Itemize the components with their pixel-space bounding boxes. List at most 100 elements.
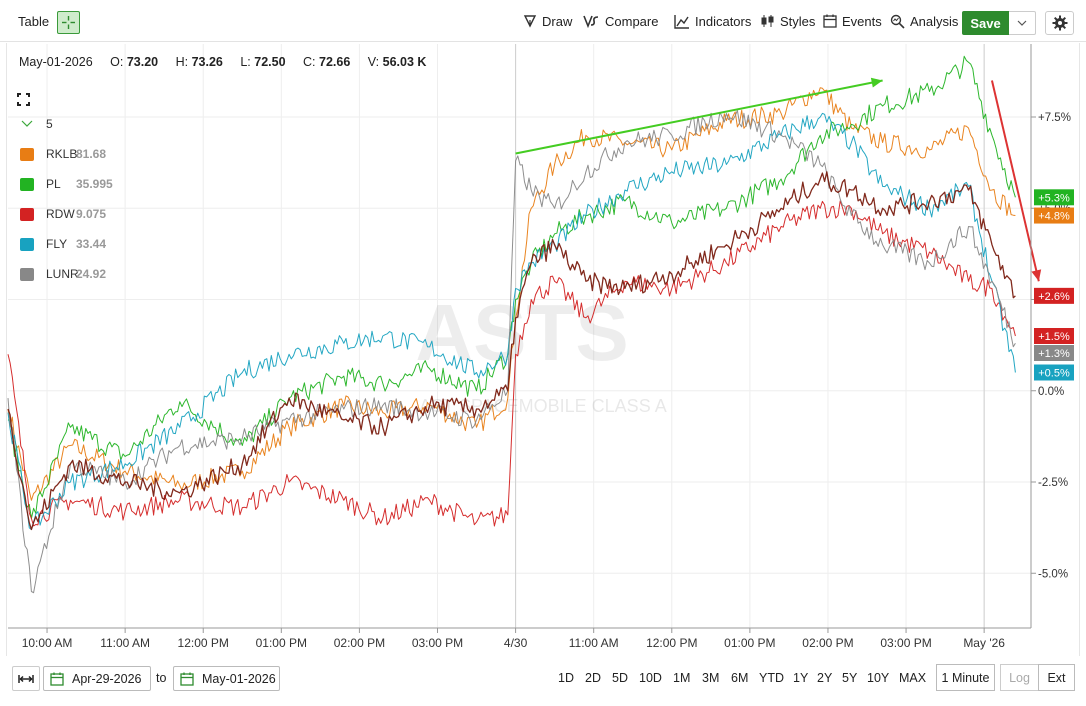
legend-toggle[interactable]: 5 bbox=[20, 116, 53, 132]
value-badge-label: +1.5% bbox=[1038, 331, 1070, 343]
compare-label: Compare bbox=[605, 13, 659, 29]
legend-swatch bbox=[20, 267, 34, 281]
extended-hours-toggle[interactable]: Ext bbox=[1038, 664, 1075, 691]
value-badge-label: +1.3% bbox=[1038, 348, 1070, 360]
draw-label: Draw bbox=[542, 13, 573, 29]
ohlc-readout: May-01-2026 O: 73.20 H: 73.26 L: 72.50 C… bbox=[19, 55, 440, 69]
settings-button[interactable] bbox=[1045, 11, 1074, 35]
to-date-value: May-01-2026 bbox=[202, 671, 276, 686]
chart-grid bbox=[8, 44, 1031, 628]
compare-button[interactable]: Compare bbox=[583, 0, 658, 42]
x-tick-label: 01:00 PM bbox=[724, 636, 775, 650]
to-label: to bbox=[156, 671, 167, 685]
x-tick-label: 10:00 AM bbox=[22, 636, 73, 650]
value-badge-bg bbox=[1034, 287, 1074, 304]
indicators-button[interactable]: Indicators bbox=[674, 0, 751, 42]
draw-button[interactable]: Draw bbox=[523, 0, 572, 42]
from-date-value: Apr-29-2026 bbox=[72, 671, 142, 686]
period-6m-button[interactable]: 6M bbox=[731, 671, 749, 685]
log-scale-toggle[interactable]: Log bbox=[1000, 664, 1038, 691]
value-badge-label: +5.3% bbox=[1038, 192, 1070, 204]
events-button[interactable]: Events bbox=[823, 0, 882, 42]
period-max-button[interactable]: MAX bbox=[899, 671, 927, 685]
series-line-rklb bbox=[7, 87, 1016, 501]
series-line-asts bbox=[7, 171, 1016, 531]
period-10y-button[interactable]: 10Y bbox=[867, 671, 890, 685]
table-label: Table bbox=[18, 13, 50, 29]
fullscreen-button[interactable] bbox=[11, 88, 35, 110]
trend-arrow-head bbox=[1031, 269, 1042, 282]
legend-item[interactable]: FLY 33.44 bbox=[20, 236, 106, 252]
legend-value: 81.68 bbox=[76, 147, 107, 161]
to-date-field[interactable]: May-01-2026 bbox=[173, 666, 280, 691]
drawings bbox=[515, 77, 1042, 282]
ohlc-date: May-01-2026 bbox=[19, 55, 93, 69]
series-line-lunr bbox=[7, 109, 1016, 594]
period-2d-button[interactable]: 2D bbox=[585, 671, 601, 685]
value-badge-label: +4.8% bbox=[1038, 211, 1070, 223]
compare-icon bbox=[583, 15, 599, 28]
legend-value: 9.075 bbox=[76, 207, 107, 221]
toolbar: Table Draw Compare Indicators Styles Eve… bbox=[0, 0, 1086, 42]
ohlc-high: H: 73.26 bbox=[175, 55, 223, 69]
pen-icon bbox=[523, 15, 537, 28]
price-chart[interactable]: ASTS AST SPACEMOBILE CLASS A +7.5%+5.0%+… bbox=[6, 43, 1080, 656]
legend-count: 5 bbox=[46, 117, 53, 131]
x-tick-label: 11:00 AM bbox=[100, 636, 150, 650]
ohlc-volume: V: 56.03 K bbox=[367, 55, 427, 69]
period-3m-button[interactable]: 3M bbox=[702, 671, 720, 685]
period-ytd-button[interactable]: YTD bbox=[759, 671, 784, 685]
legend-item[interactable]: PL 35.995 bbox=[20, 176, 113, 192]
period-1m-button[interactable]: 1M bbox=[673, 671, 691, 685]
interval-select[interactable]: 1 Minute bbox=[936, 664, 995, 691]
value-badge-bg bbox=[1034, 189, 1074, 206]
trend-arrow-line bbox=[515, 79, 883, 155]
value-badge-bg bbox=[1034, 207, 1074, 224]
x-tick-label: 12:00 PM bbox=[178, 636, 229, 650]
gear-icon bbox=[1052, 15, 1067, 31]
legend-item[interactable]: LUNR 24.92 bbox=[20, 266, 106, 282]
trend-arrow-head bbox=[870, 77, 883, 88]
legend-symbol: RDW bbox=[46, 207, 75, 221]
save-dropdown-button[interactable] bbox=[1009, 11, 1036, 35]
y-tick-label: -5.0% bbox=[1038, 568, 1068, 580]
analysis-button[interactable]: Analysis bbox=[890, 0, 958, 42]
table-button[interactable]: Table bbox=[18, 0, 49, 42]
x-tick-label: 4/30 bbox=[504, 636, 528, 650]
period-1y-button[interactable]: 1Y bbox=[793, 671, 809, 685]
legend-symbol: RKLB bbox=[46, 147, 78, 161]
period-1d-button[interactable]: 1D bbox=[558, 671, 574, 685]
styles-button[interactable]: Styles bbox=[760, 0, 815, 42]
legend-symbol: LUNR bbox=[46, 267, 79, 281]
x-tick-label: 12:00 PM bbox=[646, 636, 697, 650]
legend-symbol: PL bbox=[46, 177, 61, 191]
events-label: Events bbox=[842, 13, 882, 29]
legend-swatch bbox=[20, 147, 34, 161]
trend-arrow-line bbox=[990, 80, 1040, 282]
x-tick-label: 03:00 PM bbox=[880, 636, 931, 650]
period-2y-button[interactable]: 2Y bbox=[817, 671, 833, 685]
styles-label: Styles bbox=[780, 13, 816, 29]
legend-item[interactable]: RDW 9.075 bbox=[20, 206, 106, 222]
period-5y-button[interactable]: 5Y bbox=[842, 671, 858, 685]
legend-swatch bbox=[20, 177, 34, 191]
crosshair-toggle-button[interactable] bbox=[57, 11, 80, 34]
period-10d-button[interactable]: 10D bbox=[639, 671, 662, 685]
calendar-icon bbox=[50, 672, 64, 686]
from-date-field[interactable]: Apr-29-2026 bbox=[43, 666, 151, 691]
value-badge-label: +0.5% bbox=[1038, 368, 1070, 380]
legend-item[interactable]: RKLB 81.68 bbox=[20, 146, 106, 162]
legend-symbol: FLY bbox=[46, 237, 68, 251]
chevron-down-icon bbox=[21, 120, 33, 127]
series-lines bbox=[7, 55, 1016, 594]
analysis-search-icon bbox=[890, 14, 905, 29]
period-5d-button[interactable]: 5D bbox=[612, 671, 628, 685]
save-button[interactable]: Save bbox=[962, 11, 1009, 35]
analysis-label: Analysis bbox=[910, 13, 959, 29]
fit-range-button[interactable] bbox=[12, 666, 40, 691]
value-badge-bg bbox=[1034, 364, 1074, 381]
legend-value: 35.995 bbox=[76, 177, 113, 191]
y-tick-label: -2.5% bbox=[1038, 477, 1068, 489]
value-badge-label: +2.6% bbox=[1038, 291, 1070, 303]
indicators-icon bbox=[674, 14, 689, 29]
